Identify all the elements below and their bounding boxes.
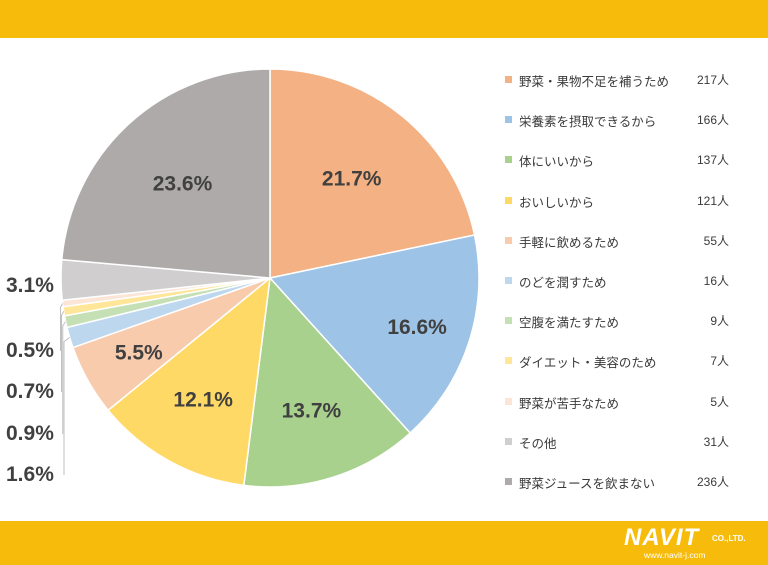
legend-swatch bbox=[505, 477, 512, 485]
legend-label: 野菜ジュースを飲まない bbox=[519, 476, 656, 491]
legend-label: 野菜・果物不足を補うため bbox=[519, 75, 670, 89]
legend-item: その他 31人 bbox=[505, 428, 735, 468]
slice-percent-label: 23.6% bbox=[153, 172, 213, 195]
pie-slice bbox=[60, 68, 271, 279]
logo-suffix: CO.,LTD. bbox=[712, 534, 746, 543]
legend-label: おいしいから bbox=[519, 195, 595, 210]
slice-percent-label: 21.7% bbox=[322, 167, 382, 190]
pie-chart: 21.7% 16.6% 13.7% 12.1% 5.5% 23.6% 3.1% 0.5% 0.7… bbox=[6, 68, 480, 488]
legend-label: 空腹を満たすため bbox=[519, 316, 620, 331]
legend-count: 137人 bbox=[696, 153, 729, 168]
legend-count: 55人 bbox=[703, 233, 729, 248]
footer-band bbox=[0, 521, 768, 565]
legend-item: 栄養素を摂取できるから 166人 bbox=[505, 106, 735, 146]
legend-swatch bbox=[505, 196, 512, 204]
slice-percent-label: 1.6% bbox=[6, 463, 54, 486]
legend-count: 16人 bbox=[703, 273, 729, 288]
legend-label: 手軽に飲めるため bbox=[519, 235, 620, 250]
pie-slice bbox=[268, 234, 480, 435]
logo-url: www.navit-j.com bbox=[644, 550, 706, 560]
slice-percent-label: 3.1% bbox=[6, 274, 54, 297]
chart-legend: 野菜・果物不足を補うため 217人栄養素を摂取できるから 166人体にいいから 137… bbox=[505, 66, 735, 508]
legend-item: 野菜・果物不足を補うため 217人 bbox=[505, 66, 735, 106]
legend-swatch bbox=[505, 76, 512, 83]
legend-item: 野菜ジュースを飲まない 236人 bbox=[505, 468, 735, 508]
pie-slice bbox=[269, 68, 476, 279]
slice-percent-label: 0.9% bbox=[6, 422, 54, 445]
legend-count: 5人 bbox=[710, 394, 729, 409]
legend-item: 手軽に飲めるため 55人 bbox=[505, 227, 735, 267]
slice-percent-label: 5.5% bbox=[115, 342, 163, 365]
legend-label: その他 bbox=[519, 436, 557, 451]
legend-label: 野菜が苦手なため bbox=[519, 396, 620, 411]
slice-percent-label: 0.7% bbox=[6, 380, 54, 403]
legend-swatch bbox=[505, 357, 512, 365]
legend-swatch bbox=[505, 437, 512, 445]
legend-count: 217人 bbox=[696, 73, 729, 87]
legend-item: 空腹を満たすため 9人 bbox=[505, 307, 735, 347]
leader-line bbox=[62, 321, 66, 434]
legend-item: 体にいいから 137人 bbox=[505, 146, 735, 186]
header-band bbox=[0, 0, 768, 38]
logo-name: NAVIT bbox=[624, 524, 700, 551]
legend-count: 9人 bbox=[710, 314, 729, 329]
legend-swatch bbox=[505, 156, 512, 164]
slice-percent-label: 13.7% bbox=[282, 400, 342, 423]
legend-item: のどを潤すため 16人 bbox=[505, 267, 735, 307]
leader-line bbox=[63, 337, 70, 475]
legend-swatch bbox=[505, 116, 512, 124]
legend-item: ダイエット・美容のため 7人 bbox=[505, 347, 735, 387]
legend-label: 栄養素を摂取できるから bbox=[519, 115, 657, 130]
legend-count: 31人 bbox=[703, 434, 729, 449]
legend-swatch bbox=[505, 276, 512, 284]
legend-count: 236人 bbox=[696, 474, 729, 489]
pie-slice bbox=[242, 276, 412, 488]
legend-item: 野菜が苦手なため 5人 bbox=[505, 388, 735, 428]
slice-percent-label: 16.6% bbox=[387, 316, 447, 339]
legend-label: のどを潤すため bbox=[519, 275, 607, 290]
legend-count: 121人 bbox=[696, 193, 729, 208]
legend-swatch bbox=[505, 317, 512, 325]
leader-line bbox=[60, 303, 63, 351]
legend-swatch bbox=[505, 397, 512, 405]
leader-line bbox=[61, 311, 65, 392]
legend-item: おいしいから 121人 bbox=[505, 187, 735, 227]
navit-logo: NAVIT CO.,LTD. www.navit-j.com bbox=[624, 524, 754, 562]
legend-swatch bbox=[505, 236, 512, 244]
legend-count: 7人 bbox=[710, 354, 729, 369]
legend-count: 166人 bbox=[696, 113, 729, 128]
pie-slice bbox=[107, 276, 271, 487]
legend-label: 体にいいから bbox=[519, 155, 595, 170]
slice-percent-label: 12.1% bbox=[173, 389, 233, 412]
slice-percent-label: 0.5% bbox=[6, 339, 54, 362]
legend-label: ダイエット・美容のため bbox=[519, 356, 657, 371]
